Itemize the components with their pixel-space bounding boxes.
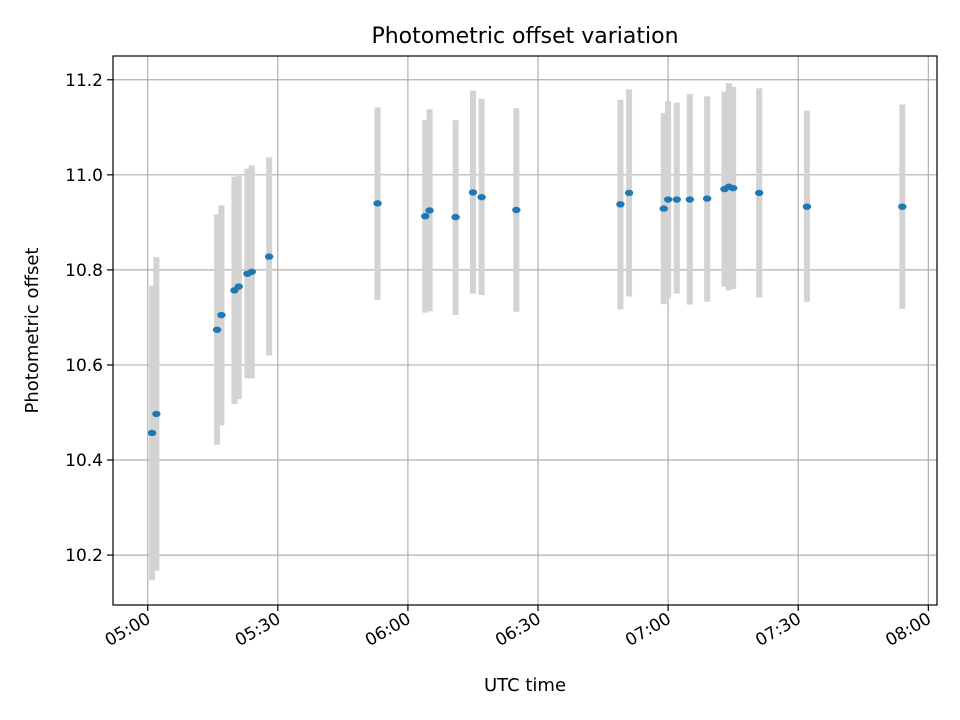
y-tick-label: 10.2 [65,546,103,566]
data-point [147,429,157,437]
data-point [512,206,521,214]
plot-frame [112,55,938,606]
data-point [616,201,625,208]
data-point [451,213,460,221]
y-tick-label: 10.8 [65,261,103,281]
x-tick-label: 06:00 [362,609,414,651]
data-point [264,253,274,260]
data-point [421,212,430,220]
data-point [373,200,382,207]
data-point [212,326,222,333]
x-axis: 05:00 05:30 06:00 06:30 07:00 07:30 08:00 [102,605,935,651]
x-axis-label: UTC time [484,675,566,696]
x-tick-label: 05:30 [232,609,284,651]
x-tick-label: 07:00 [622,609,674,651]
x-tick-label: 06:30 [492,609,544,651]
x-tick-label: 08:00 [882,609,934,651]
data-point [152,410,161,418]
chart-title: Photometric offset variation [371,24,678,49]
data-point [234,283,243,290]
data-point [802,203,812,210]
data-points [147,183,907,437]
data-point [702,195,712,202]
data-point [247,268,256,275]
data-point [624,189,634,197]
data-point [754,189,764,197]
data-point [659,205,668,212]
data-point [217,311,226,319]
x-tick-label: 05:00 [102,609,154,651]
data-point [663,196,673,203]
x-tick-label: 07:30 [752,609,804,651]
y-tick-label: 11.2 [65,71,103,91]
data-point [685,196,694,203]
data-point [898,203,907,210]
data-point [468,189,478,196]
y-tick-label: 11.0 [65,166,103,186]
y-axis: 10.2 10.4 10.6 10.8 11.0 11.2 [65,71,113,566]
data-point [477,193,486,201]
data-point [425,207,434,214]
data-point [672,196,681,203]
y-axis-label: Photometric offset [22,248,43,414]
data-point [728,184,738,192]
error-bars [149,83,906,581]
y-tick-label: 10.6 [65,356,103,376]
y-tick-label: 10.4 [65,451,103,471]
